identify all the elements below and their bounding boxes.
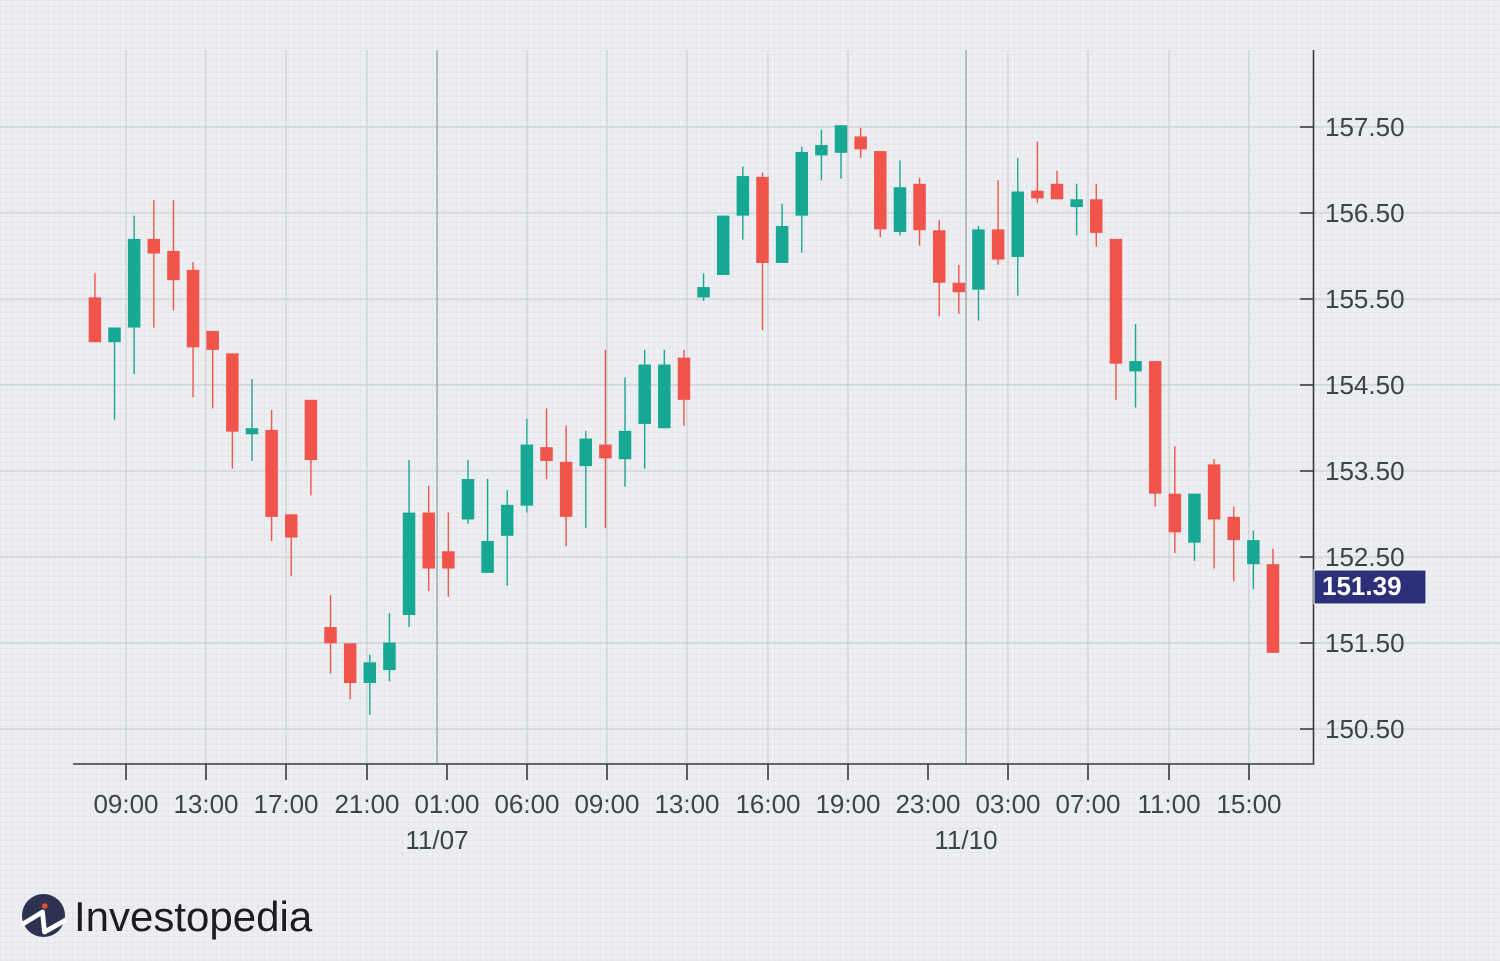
svg-text:11/07: 11/07 [405, 825, 468, 855]
svg-text:15:00: 15:00 [1216, 789, 1281, 819]
svg-text:150.50: 150.50 [1325, 714, 1405, 744]
svg-text:153.50: 153.50 [1325, 456, 1405, 486]
svg-text:11:00: 11:00 [1137, 789, 1200, 819]
svg-text:09:00: 09:00 [93, 789, 158, 819]
svg-text:17:00: 17:00 [253, 789, 318, 819]
svg-text:Investopedia: Investopedia [74, 893, 313, 940]
svg-text:13:00: 13:00 [654, 789, 719, 819]
svg-text:156.50: 156.50 [1325, 198, 1405, 228]
svg-text:09:00: 09:00 [574, 789, 639, 819]
svg-text:151.50: 151.50 [1325, 628, 1405, 658]
svg-text:19:00: 19:00 [815, 789, 880, 819]
svg-text:03:00: 03:00 [975, 789, 1040, 819]
svg-text:157.50: 157.50 [1325, 112, 1405, 142]
svg-text:21:00: 21:00 [334, 789, 399, 819]
svg-text:23:00: 23:00 [895, 789, 960, 819]
svg-text:16:00: 16:00 [735, 789, 800, 819]
svg-text:11/10: 11/10 [934, 825, 997, 855]
svg-text:01:00: 01:00 [414, 789, 479, 819]
svg-text:07:00: 07:00 [1055, 789, 1120, 819]
svg-text:152.50: 152.50 [1325, 542, 1405, 572]
svg-text:13:00: 13:00 [173, 789, 238, 819]
svg-text:154.50: 154.50 [1325, 370, 1405, 400]
svg-text:155.50: 155.50 [1325, 284, 1405, 314]
svg-text:06:00: 06:00 [494, 789, 559, 819]
svg-text:151.39: 151.39 [1322, 571, 1402, 601]
